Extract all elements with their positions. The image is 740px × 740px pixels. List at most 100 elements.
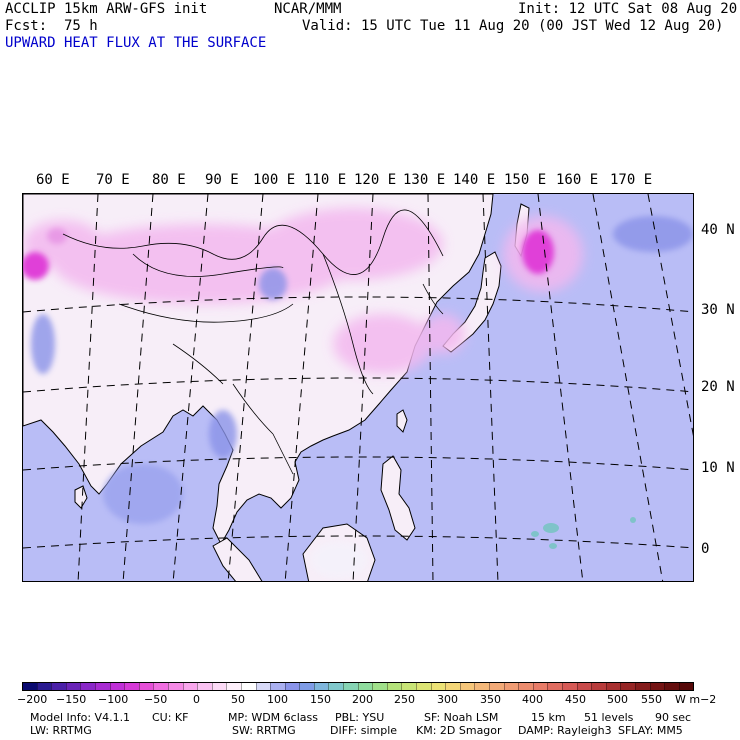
colorbar-swatch	[620, 683, 635, 690]
cbar-label-200: 200	[352, 693, 373, 706]
fcst-label: Fcst:	[5, 18, 48, 34]
lon-label-140e: 140 E	[453, 172, 496, 188]
lat-label-10n: 10 N	[701, 460, 735, 476]
colorbar-swatch	[372, 683, 387, 690]
lat-lon-grid	[23, 194, 693, 581]
colorbar-swatch	[328, 683, 344, 690]
lat-label-30n: 30 N	[701, 302, 735, 318]
land-taiwan	[396, 409, 408, 433]
org-label: NCAR/MMM	[274, 1, 342, 17]
cbar-label-m100: −100	[98, 693, 129, 706]
fcst-value: 75 h	[64, 18, 98, 34]
cbar-label-300: 300	[437, 693, 458, 706]
heat-flux-map	[22, 193, 694, 582]
model-info-cu: CU: KF	[152, 711, 189, 724]
colorbar-swatch	[664, 683, 679, 690]
colorbar-swatch	[51, 683, 66, 690]
colorbar-swatch	[678, 683, 694, 690]
colorbar-swatch	[109, 683, 125, 690]
model-info-version: Model Info: V4.1.1	[30, 711, 131, 724]
lat-label-20n: 20 N	[701, 379, 735, 395]
colorbar-swatch	[474, 683, 489, 690]
colorbar-swatch	[124, 683, 139, 690]
colorbar	[22, 682, 694, 691]
colorbar-swatch	[343, 683, 358, 690]
valid-time: Valid: 15 UTC Tue 11 Aug 20 (00 JST Wed …	[302, 18, 724, 34]
lon-label-160e: 160 E	[556, 172, 599, 188]
colorbar-swatch	[386, 683, 402, 690]
colorbar-swatch	[255, 683, 271, 690]
model-info-lw: LW: RRTMG	[30, 724, 92, 737]
colorbar-swatch	[226, 683, 241, 690]
colorbar-swatch	[240, 683, 256, 690]
colorbar-swatch	[167, 683, 183, 690]
colorbar-swatch	[416, 683, 431, 690]
model-info-sw: SW: RRTMG	[232, 724, 296, 737]
flux-blue-regions	[31, 216, 693, 524]
init-time: Init: 12 UTC Sat 08 Aug 20	[518, 1, 738, 17]
colorbar-swatch	[503, 683, 519, 690]
cbar-units: W m−2	[675, 693, 717, 706]
lon-label-100e: 100 E	[253, 172, 296, 188]
lat-label-40n: 40 N	[701, 222, 735, 238]
lon-label-90e: 90 E	[205, 172, 239, 188]
lon-label-60e: 60 E	[36, 172, 70, 188]
model-info-km: KM: 2D Smagor	[416, 724, 502, 737]
flux-magenta-regions	[23, 228, 554, 280]
cbar-label-350: 350	[480, 693, 501, 706]
colorbar-swatch	[576, 683, 592, 690]
cbar-label-50: 50	[231, 693, 245, 706]
model-info-levels: 51 levels	[584, 711, 634, 724]
model-info-mp: MP: WDM 6class	[228, 711, 318, 724]
model-info-damp: DAMP: Rayleigh3	[518, 724, 612, 737]
colorbar-swatch	[23, 683, 37, 690]
lon-label-170e: 170 E	[610, 172, 653, 188]
colorbar-swatch	[532, 683, 548, 690]
colorbar-swatch	[313, 683, 329, 690]
colorbar-swatch	[649, 683, 665, 690]
colorbar-swatch	[36, 683, 52, 690]
colorbar-swatch	[430, 683, 446, 690]
land-srilanka	[74, 485, 88, 509]
lon-label-70e: 70 E	[96, 172, 130, 188]
model-info-resolution: 15 km	[531, 711, 566, 724]
lat-label-0: 0	[701, 541, 710, 557]
cbar-label-100: 100	[267, 693, 288, 706]
colorbar-swatch	[489, 683, 504, 690]
cbar-label-0: 0	[193, 693, 200, 706]
cbar-label-250: 250	[394, 693, 415, 706]
cbar-label-400: 400	[522, 693, 543, 706]
colorbar-swatch	[94, 683, 110, 690]
colorbar-swatch	[197, 683, 212, 690]
lon-label-150e: 150 E	[504, 172, 547, 188]
colorbar-swatch	[591, 683, 606, 690]
cbar-label-m150: −150	[56, 693, 87, 706]
colorbar-swatch	[634, 683, 650, 690]
colorbar-swatch	[605, 683, 621, 690]
field-title: UPWARD HEAT FLUX AT THE SURFACE	[5, 35, 267, 51]
cbar-label-550: 550	[641, 693, 662, 706]
lon-label-80e: 80 E	[152, 172, 186, 188]
cbar-label-150: 150	[310, 693, 331, 706]
model-info-diff: DIFF: simple	[330, 724, 398, 737]
cbar-label-450: 450	[565, 693, 586, 706]
lon-label-130e: 130 E	[403, 172, 446, 188]
cbar-label-m50: −50	[144, 693, 168, 706]
colorbar-swatch	[211, 683, 227, 690]
colorbar-swatch	[138, 683, 154, 690]
colorbar-swatch	[357, 683, 373, 690]
colorbar-swatch	[518, 683, 533, 690]
model-info-sflay: SFLAY: MM5	[618, 724, 683, 737]
colorbar-swatch	[445, 683, 460, 690]
model-info-sf: SF: Noah LSM	[424, 711, 499, 724]
model-info-pbl: PBL: YSU	[335, 711, 385, 724]
cbar-label-m200: −200	[17, 693, 48, 706]
model-title: ACCLIP 15km ARW-GFS init	[5, 1, 208, 17]
lon-label-120e: 120 E	[354, 172, 397, 188]
lon-label-110e: 110 E	[304, 172, 347, 188]
model-info-timestep: 90 sec	[655, 711, 692, 724]
map-canvas	[23, 194, 693, 581]
colorbar-swatch	[299, 683, 314, 690]
colorbar-swatch	[182, 683, 198, 690]
colorbar-swatch	[284, 683, 300, 690]
